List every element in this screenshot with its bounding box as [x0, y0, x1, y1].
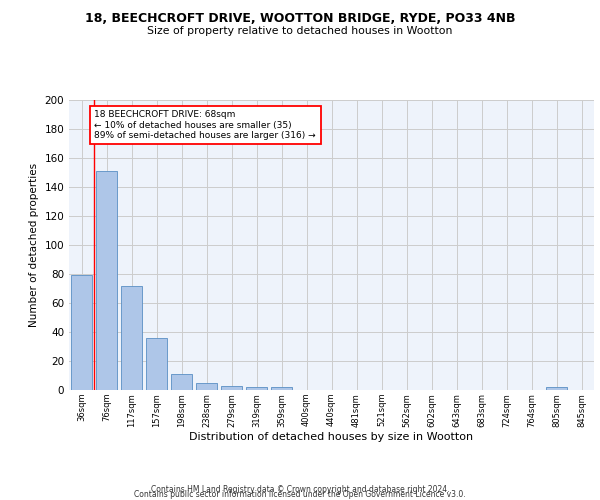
- Bar: [171, 374, 192, 390]
- Bar: [96, 171, 117, 390]
- Bar: [246, 387, 267, 390]
- Bar: [146, 338, 167, 390]
- Text: 18 BEECHCROFT DRIVE: 68sqm
← 10% of detached houses are smaller (35)
89% of semi: 18 BEECHCROFT DRIVE: 68sqm ← 10% of deta…: [95, 110, 316, 140]
- Bar: [271, 387, 292, 390]
- Bar: [196, 383, 217, 390]
- Y-axis label: Number of detached properties: Number of detached properties: [29, 163, 39, 327]
- Text: Contains HM Land Registry data © Crown copyright and database right 2024.: Contains HM Land Registry data © Crown c…: [151, 484, 449, 494]
- Bar: [546, 387, 567, 390]
- Text: Size of property relative to detached houses in Wootton: Size of property relative to detached ho…: [148, 26, 452, 36]
- Text: 18, BEECHCROFT DRIVE, WOOTTON BRIDGE, RYDE, PO33 4NB: 18, BEECHCROFT DRIVE, WOOTTON BRIDGE, RY…: [85, 12, 515, 26]
- Bar: [221, 386, 242, 390]
- Text: Contains public sector information licensed under the Open Government Licence v3: Contains public sector information licen…: [134, 490, 466, 499]
- X-axis label: Distribution of detached houses by size in Wootton: Distribution of detached houses by size …: [190, 432, 473, 442]
- Bar: [71, 276, 92, 390]
- Bar: [121, 286, 142, 390]
